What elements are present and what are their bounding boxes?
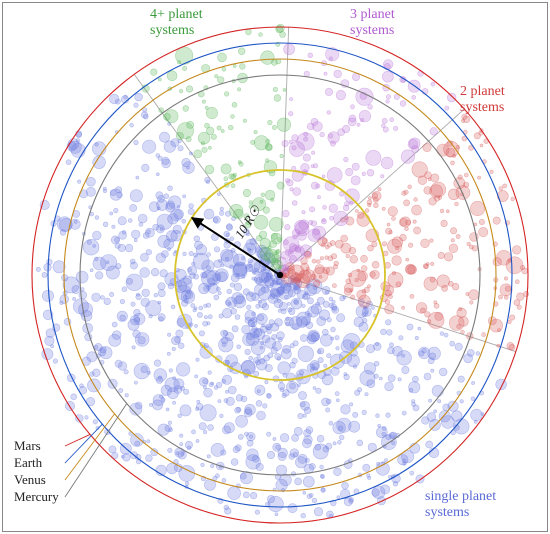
orbit-label-earth: Earth <box>14 455 43 470</box>
scatter-layer <box>36 24 529 518</box>
orbit-label-mercury: Mercury <box>14 489 59 504</box>
orbit-leader-mercury <box>65 404 127 497</box>
orbit-leader-venus <box>65 414 115 480</box>
sector-label-two: 2 planetsystems <box>460 84 505 115</box>
scatter-three <box>277 44 456 275</box>
sector-label-three: 3 planetsystems <box>350 7 395 38</box>
orbit-label-mars: Mars <box>14 438 41 453</box>
sector-label-single: single planetsystems <box>425 489 496 520</box>
orbit-label-venus: Venus <box>14 472 46 487</box>
sector-label-fourplus: 4+ planetsystems <box>150 7 203 38</box>
